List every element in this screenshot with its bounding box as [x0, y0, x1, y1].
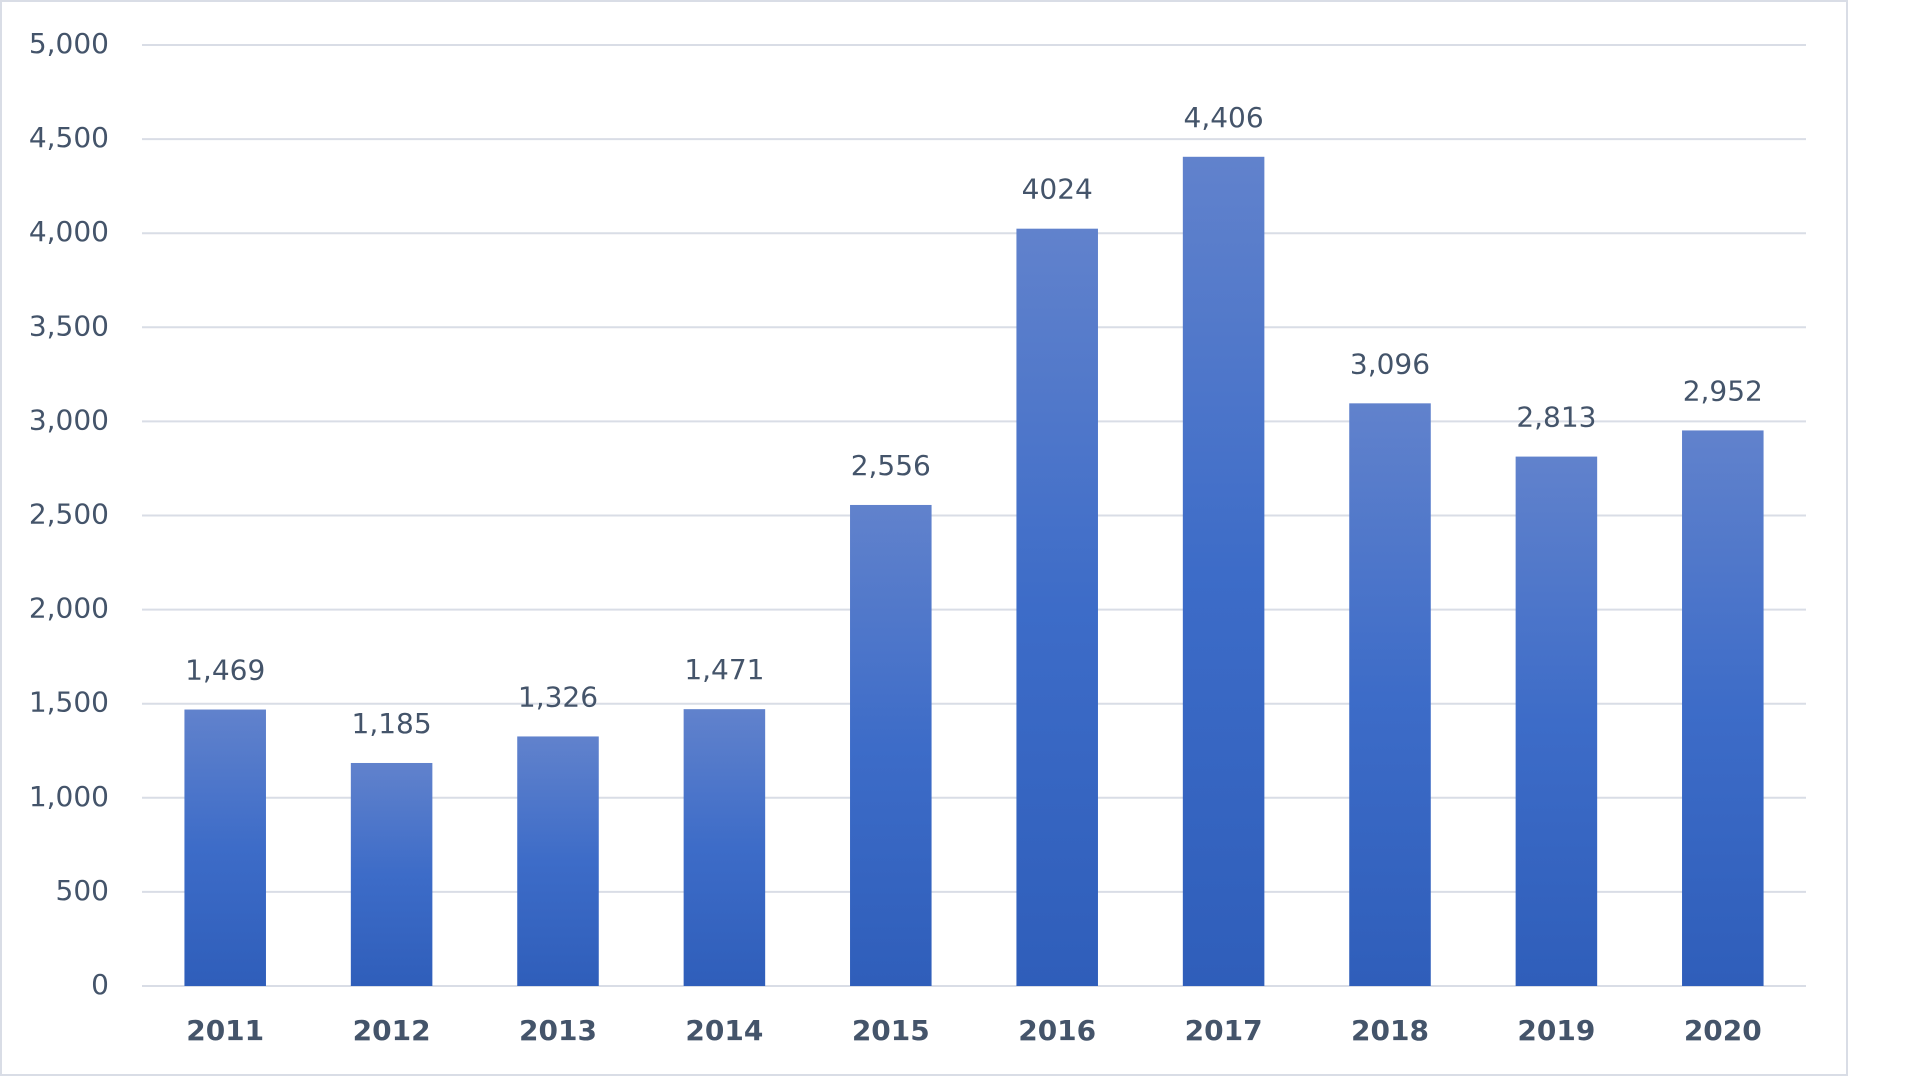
bar	[850, 504, 932, 986]
bar	[1515, 456, 1598, 987]
y-tick-label: 1,500	[29, 686, 109, 719]
data-label: 1,471	[684, 653, 764, 686]
y-tick-label: 3,000	[29, 403, 109, 436]
bar	[350, 762, 433, 986]
bar	[1349, 403, 1431, 987]
bar	[683, 709, 766, 986]
x-tick-label: 2011	[186, 1014, 264, 1047]
bar	[184, 709, 266, 986]
data-label: 4,406	[1184, 101, 1264, 134]
data-label: 2,556	[851, 449, 931, 482]
bar	[517, 736, 599, 986]
bar	[1682, 430, 1764, 986]
bar	[1182, 156, 1265, 987]
y-tick-label: 5,000	[29, 27, 109, 60]
x-tick-label: 2014	[685, 1014, 763, 1047]
y-tick-label: 3,500	[29, 309, 109, 342]
data-label: 2,813	[1516, 401, 1596, 434]
y-tick-label: 500	[56, 874, 109, 907]
x-tick-label: 2020	[1684, 1014, 1762, 1047]
y-tick-label: 4,000	[29, 215, 109, 248]
y-tick-label: 1,000	[29, 780, 109, 813]
x-tick-label: 2019	[1517, 1014, 1595, 1047]
data-label: 1,185	[352, 707, 432, 740]
y-tick-label: 2,500	[29, 498, 109, 531]
x-tick-label: 2018	[1351, 1014, 1429, 1047]
y-tick-label: 0	[91, 968, 109, 1001]
x-tick-label: 2012	[353, 1014, 431, 1047]
y-tick-label: 4,500	[29, 121, 109, 154]
data-label: 1,469	[185, 654, 265, 687]
data-label: 4024	[1022, 173, 1093, 206]
y-tick-label: 2,000	[29, 592, 109, 625]
bar	[1016, 228, 1098, 986]
x-tick-label: 2017	[1185, 1014, 1263, 1047]
data-label: 2,952	[1683, 374, 1763, 407]
x-tick-label: 2016	[1018, 1014, 1096, 1047]
x-tick-label: 2013	[519, 1014, 597, 1047]
data-label: 1,326	[518, 680, 598, 713]
x-tick-label: 2015	[852, 1014, 930, 1047]
data-label: 3,096	[1350, 347, 1430, 380]
